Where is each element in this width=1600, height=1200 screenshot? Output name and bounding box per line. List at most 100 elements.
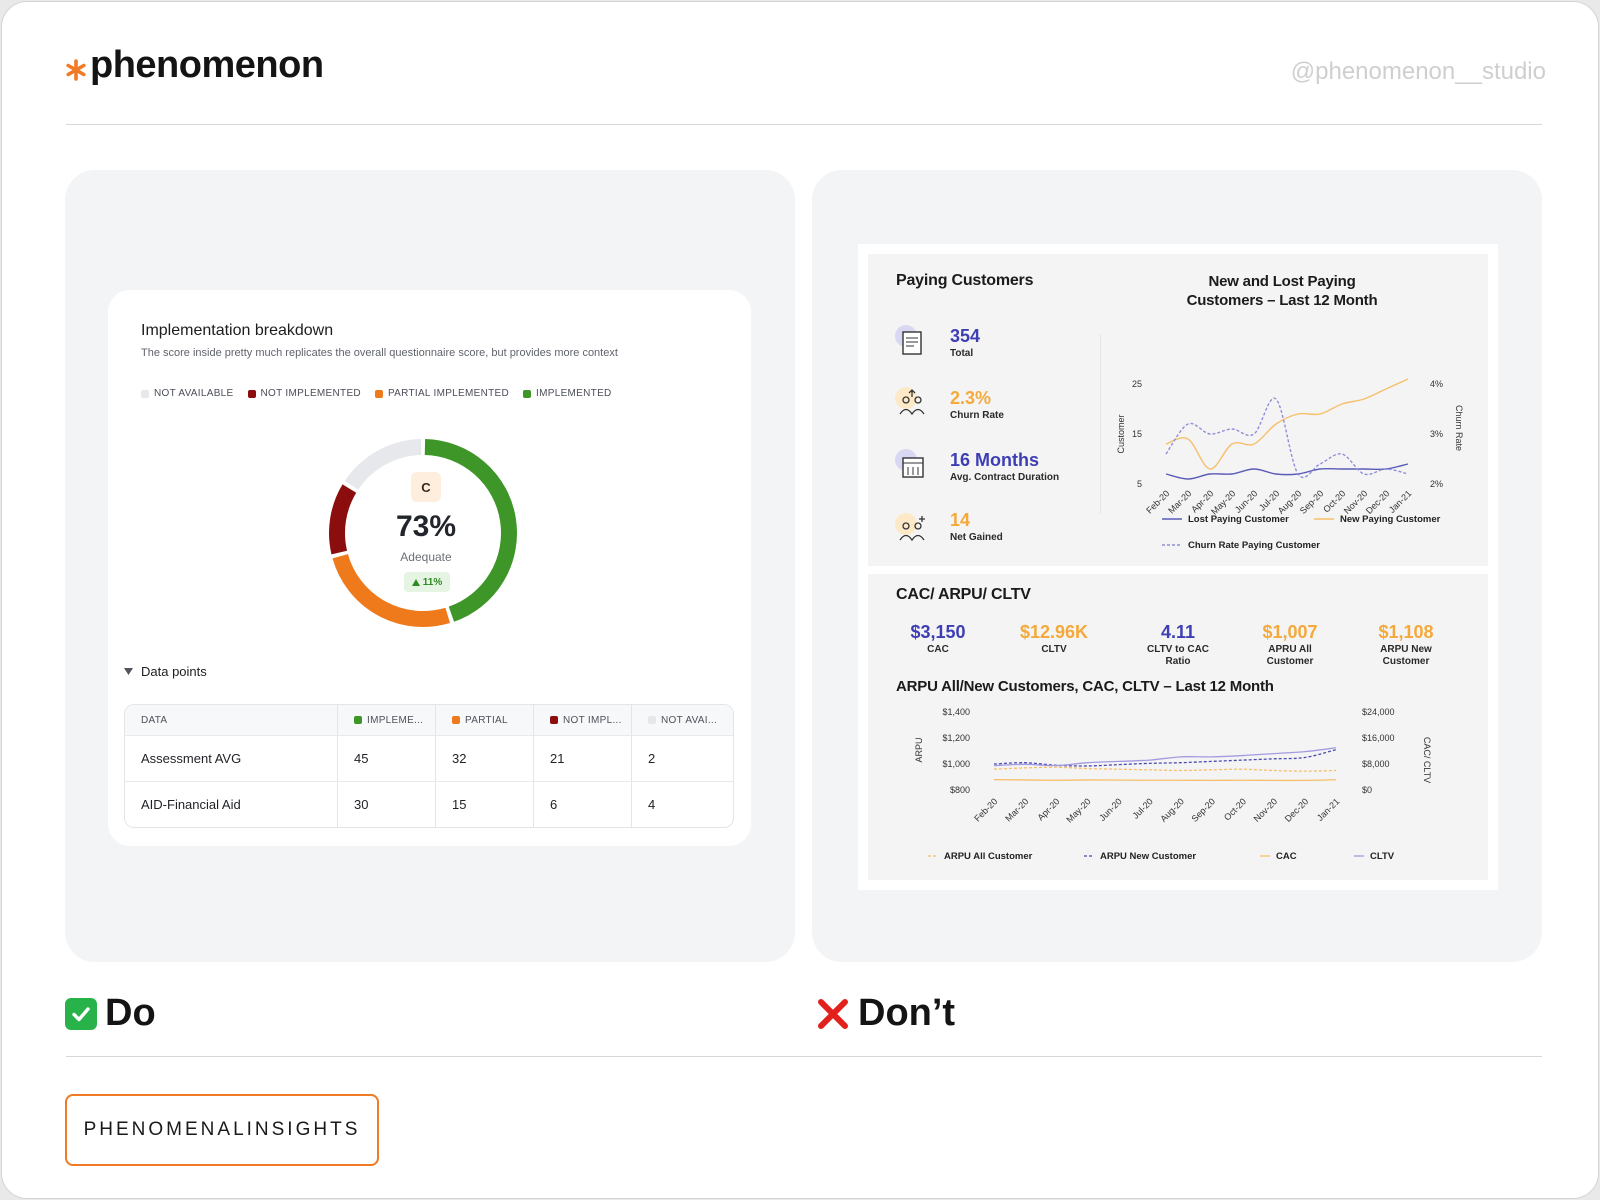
chart2-title: ARPU All/New Customers, CAC, CLTV – Last… bbox=[896, 678, 1274, 695]
kpi-duration-label: Avg. Contract Duration bbox=[950, 472, 1060, 483]
cross-mark-icon bbox=[818, 998, 848, 1029]
series-line-cac bbox=[993, 778, 1337, 782]
table-row[interactable]: AID-Financial Aid 30 15 6 4 bbox=[125, 781, 733, 827]
y-tick-right: $24,000 bbox=[1362, 707, 1395, 717]
table-row[interactable]: Assessment AVG 45 32 21 2 bbox=[125, 735, 733, 781]
table-header-row: DATA IMPLEME... PARTIAL NOT IMPL... NOT … bbox=[125, 705, 733, 735]
legend-label: ARPU All Customer bbox=[944, 851, 1033, 862]
kpi-total-label: Total bbox=[950, 348, 974, 359]
table-cell: 32 bbox=[435, 736, 533, 781]
y-axis-label-right: Churn Rate bbox=[1454, 405, 1464, 451]
x-tick-label: Feb-20 bbox=[972, 796, 999, 823]
kpi-churn-value: 2.3% bbox=[950, 388, 992, 408]
paying-customers-title: Paying Customers bbox=[896, 272, 1034, 289]
x-tick-label: Mar-20 bbox=[1003, 796, 1030, 823]
y-tick-left: 15 bbox=[1132, 429, 1142, 439]
brand-logo: phenomenon bbox=[64, 44, 324, 87]
column-header-not-implemented[interactable]: NOT IMPL... bbox=[533, 705, 631, 735]
x-tick-label: May-20 bbox=[1209, 488, 1237, 516]
table-cell: 45 bbox=[337, 736, 435, 781]
y-tick-left: $1,200 bbox=[942, 733, 970, 743]
legend-partial-implemented: PARTIAL IMPLEMENTED bbox=[374, 388, 509, 399]
kpi-arpu-all: $1,007 APRU All Customer bbox=[1262, 622, 1318, 667]
y-tick-left: $800 bbox=[950, 785, 970, 795]
legend-not-available: NOT AVAILABLE bbox=[141, 388, 234, 399]
calendar-icon bbox=[895, 449, 924, 478]
column-header-not-available[interactable]: NOT AVAI... bbox=[631, 705, 733, 735]
table-cell: 6 bbox=[533, 782, 631, 827]
card-title: Implementation breakdown bbox=[141, 322, 334, 339]
legend-label: Churn Rate Paying Customer bbox=[1188, 540, 1320, 551]
x-tick-label: Aug-20 bbox=[1158, 796, 1186, 824]
table-cell: 21 bbox=[533, 736, 631, 781]
kpi-duration-value: 16 Months bbox=[950, 450, 1040, 470]
x-tick-label: Feb-20 bbox=[1144, 488, 1171, 515]
series-line-cltv bbox=[993, 747, 1337, 767]
legend-swatch bbox=[247, 389, 256, 398]
paying-customers-section: Paying Customers 354 Total 2.3% Churn Ra… bbox=[868, 254, 1488, 566]
do-caption: Do bbox=[65, 992, 156, 1035]
asterisk-icon bbox=[66, 58, 86, 81]
phenomenalinsights-button[interactable]: PHENOMENALINSIGHTS bbox=[65, 1094, 379, 1166]
table-cell: 15 bbox=[435, 782, 533, 827]
chart1-title: New and Lost Paying Customers – Last 12 … bbox=[1186, 273, 1378, 309]
legend-swatch bbox=[141, 389, 149, 398]
customers-line-chart: 25 15 5 4% 3% 2% Customer Churn Rate Feb-20Mar-2… bbox=[1116, 378, 1464, 551]
legend-label: CLTV bbox=[1370, 851, 1395, 862]
donut-slice-partial-implemented bbox=[332, 553, 451, 627]
column-header-implemented[interactable]: IMPLEME... bbox=[337, 705, 435, 735]
x-tick-label: Mar-20 bbox=[1166, 488, 1193, 515]
x-tick-label: Jul-20 bbox=[1130, 796, 1154, 820]
x-tick-label: Sep-20 bbox=[1298, 488, 1326, 516]
series-line-churn-rate-paying-customer bbox=[1165, 397, 1409, 479]
status-legend: NOT AVAILABLE NOT IMPLEMENTED PARTIAL IM… bbox=[141, 388, 612, 399]
arrow-up-icon bbox=[411, 578, 420, 586]
kpi-cac: $3,150 CAC bbox=[910, 622, 966, 655]
people-growth-icon bbox=[895, 387, 925, 416]
y-tick-right: $16,000 bbox=[1362, 733, 1395, 743]
x-tick-label: Nov-20 bbox=[1342, 488, 1370, 516]
y-tick-right: $0 bbox=[1362, 785, 1372, 795]
brand-name: phenomenon bbox=[90, 44, 324, 86]
dont-panel: Paying Customers 354 Total 2.3% Churn Ra… bbox=[812, 170, 1542, 962]
y-tick-left: 25 bbox=[1132, 379, 1142, 389]
column-header-data[interactable]: DATA bbox=[141, 714, 168, 726]
score-label: Adequate bbox=[400, 550, 452, 564]
x-tick-label: Sep-20 bbox=[1189, 796, 1217, 824]
y-axis-label-left: Customer bbox=[1116, 414, 1126, 453]
table-cell: Assessment AVG bbox=[141, 751, 242, 766]
kpi-churn-label: Churn Rate bbox=[950, 410, 1004, 421]
cluttered-dashboard: Paying Customers 354 Total 2.3% Churn Ra… bbox=[858, 244, 1498, 890]
series-line-arpu-new-customer bbox=[993, 749, 1337, 767]
column-header-partial[interactable]: PARTIAL bbox=[435, 705, 533, 735]
arpu-cac-line-chart: $1,400 $1,200 $1,000 $800 $24,000 $16,000 $8,0… bbox=[914, 707, 1432, 862]
implementation-card: Implementation breakdown The score insid… bbox=[108, 290, 751, 846]
column-swatch bbox=[354, 716, 362, 724]
x-tick-label: Dec-20 bbox=[1283, 796, 1311, 824]
score-value: 73% bbox=[395, 510, 457, 543]
series-line-lost-paying-customer bbox=[1165, 463, 1409, 480]
kpi-cltv-cac-ratio: 4.11 CLTV to CAC Ratio bbox=[1146, 622, 1210, 667]
y-tick-right: $8,000 bbox=[1362, 759, 1390, 769]
legend-label: CAC bbox=[1276, 851, 1297, 862]
x-tick-label: Oct-20 bbox=[1222, 796, 1248, 822]
card-subtitle: The score inside pretty much replicates … bbox=[141, 347, 618, 359]
kpi-net-value: 14 bbox=[950, 510, 971, 530]
legend-not-implemented: NOT IMPLEMENTED bbox=[247, 388, 361, 399]
donut-slice-not-implemented bbox=[329, 484, 357, 555]
data-points-toggle[interactable]: Data points bbox=[124, 664, 207, 679]
caret-down-icon bbox=[124, 668, 133, 675]
y-axis-label-right: CAC/ CLTV bbox=[1422, 737, 1432, 783]
dont-caption: Don’t bbox=[816, 992, 955, 1035]
social-handle: @phenomenon__studio bbox=[1290, 58, 1546, 85]
table-cell: AID-Financial Aid bbox=[141, 797, 241, 812]
legend-label: ARPU New Customer bbox=[1100, 851, 1196, 862]
check-mark-icon bbox=[65, 997, 97, 1030]
footer-divider bbox=[66, 1056, 1542, 1057]
column-swatch bbox=[648, 716, 656, 724]
kpi-net-label: Net Gained bbox=[950, 532, 1003, 543]
table-cell: 4 bbox=[631, 782, 733, 827]
y-tick-right: 3% bbox=[1430, 429, 1443, 439]
y-tick-right: 2% bbox=[1430, 479, 1443, 489]
